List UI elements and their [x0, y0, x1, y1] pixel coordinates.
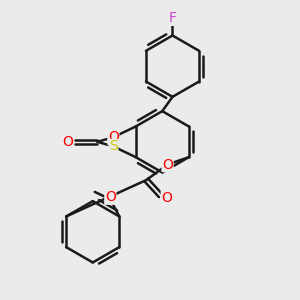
Text: O: O [108, 130, 119, 144]
Text: O: O [105, 190, 116, 204]
Text: O: O [162, 158, 173, 172]
Text: O: O [161, 190, 172, 205]
Text: F: F [169, 11, 176, 25]
Text: O: O [62, 135, 73, 149]
Text: S: S [109, 140, 118, 153]
